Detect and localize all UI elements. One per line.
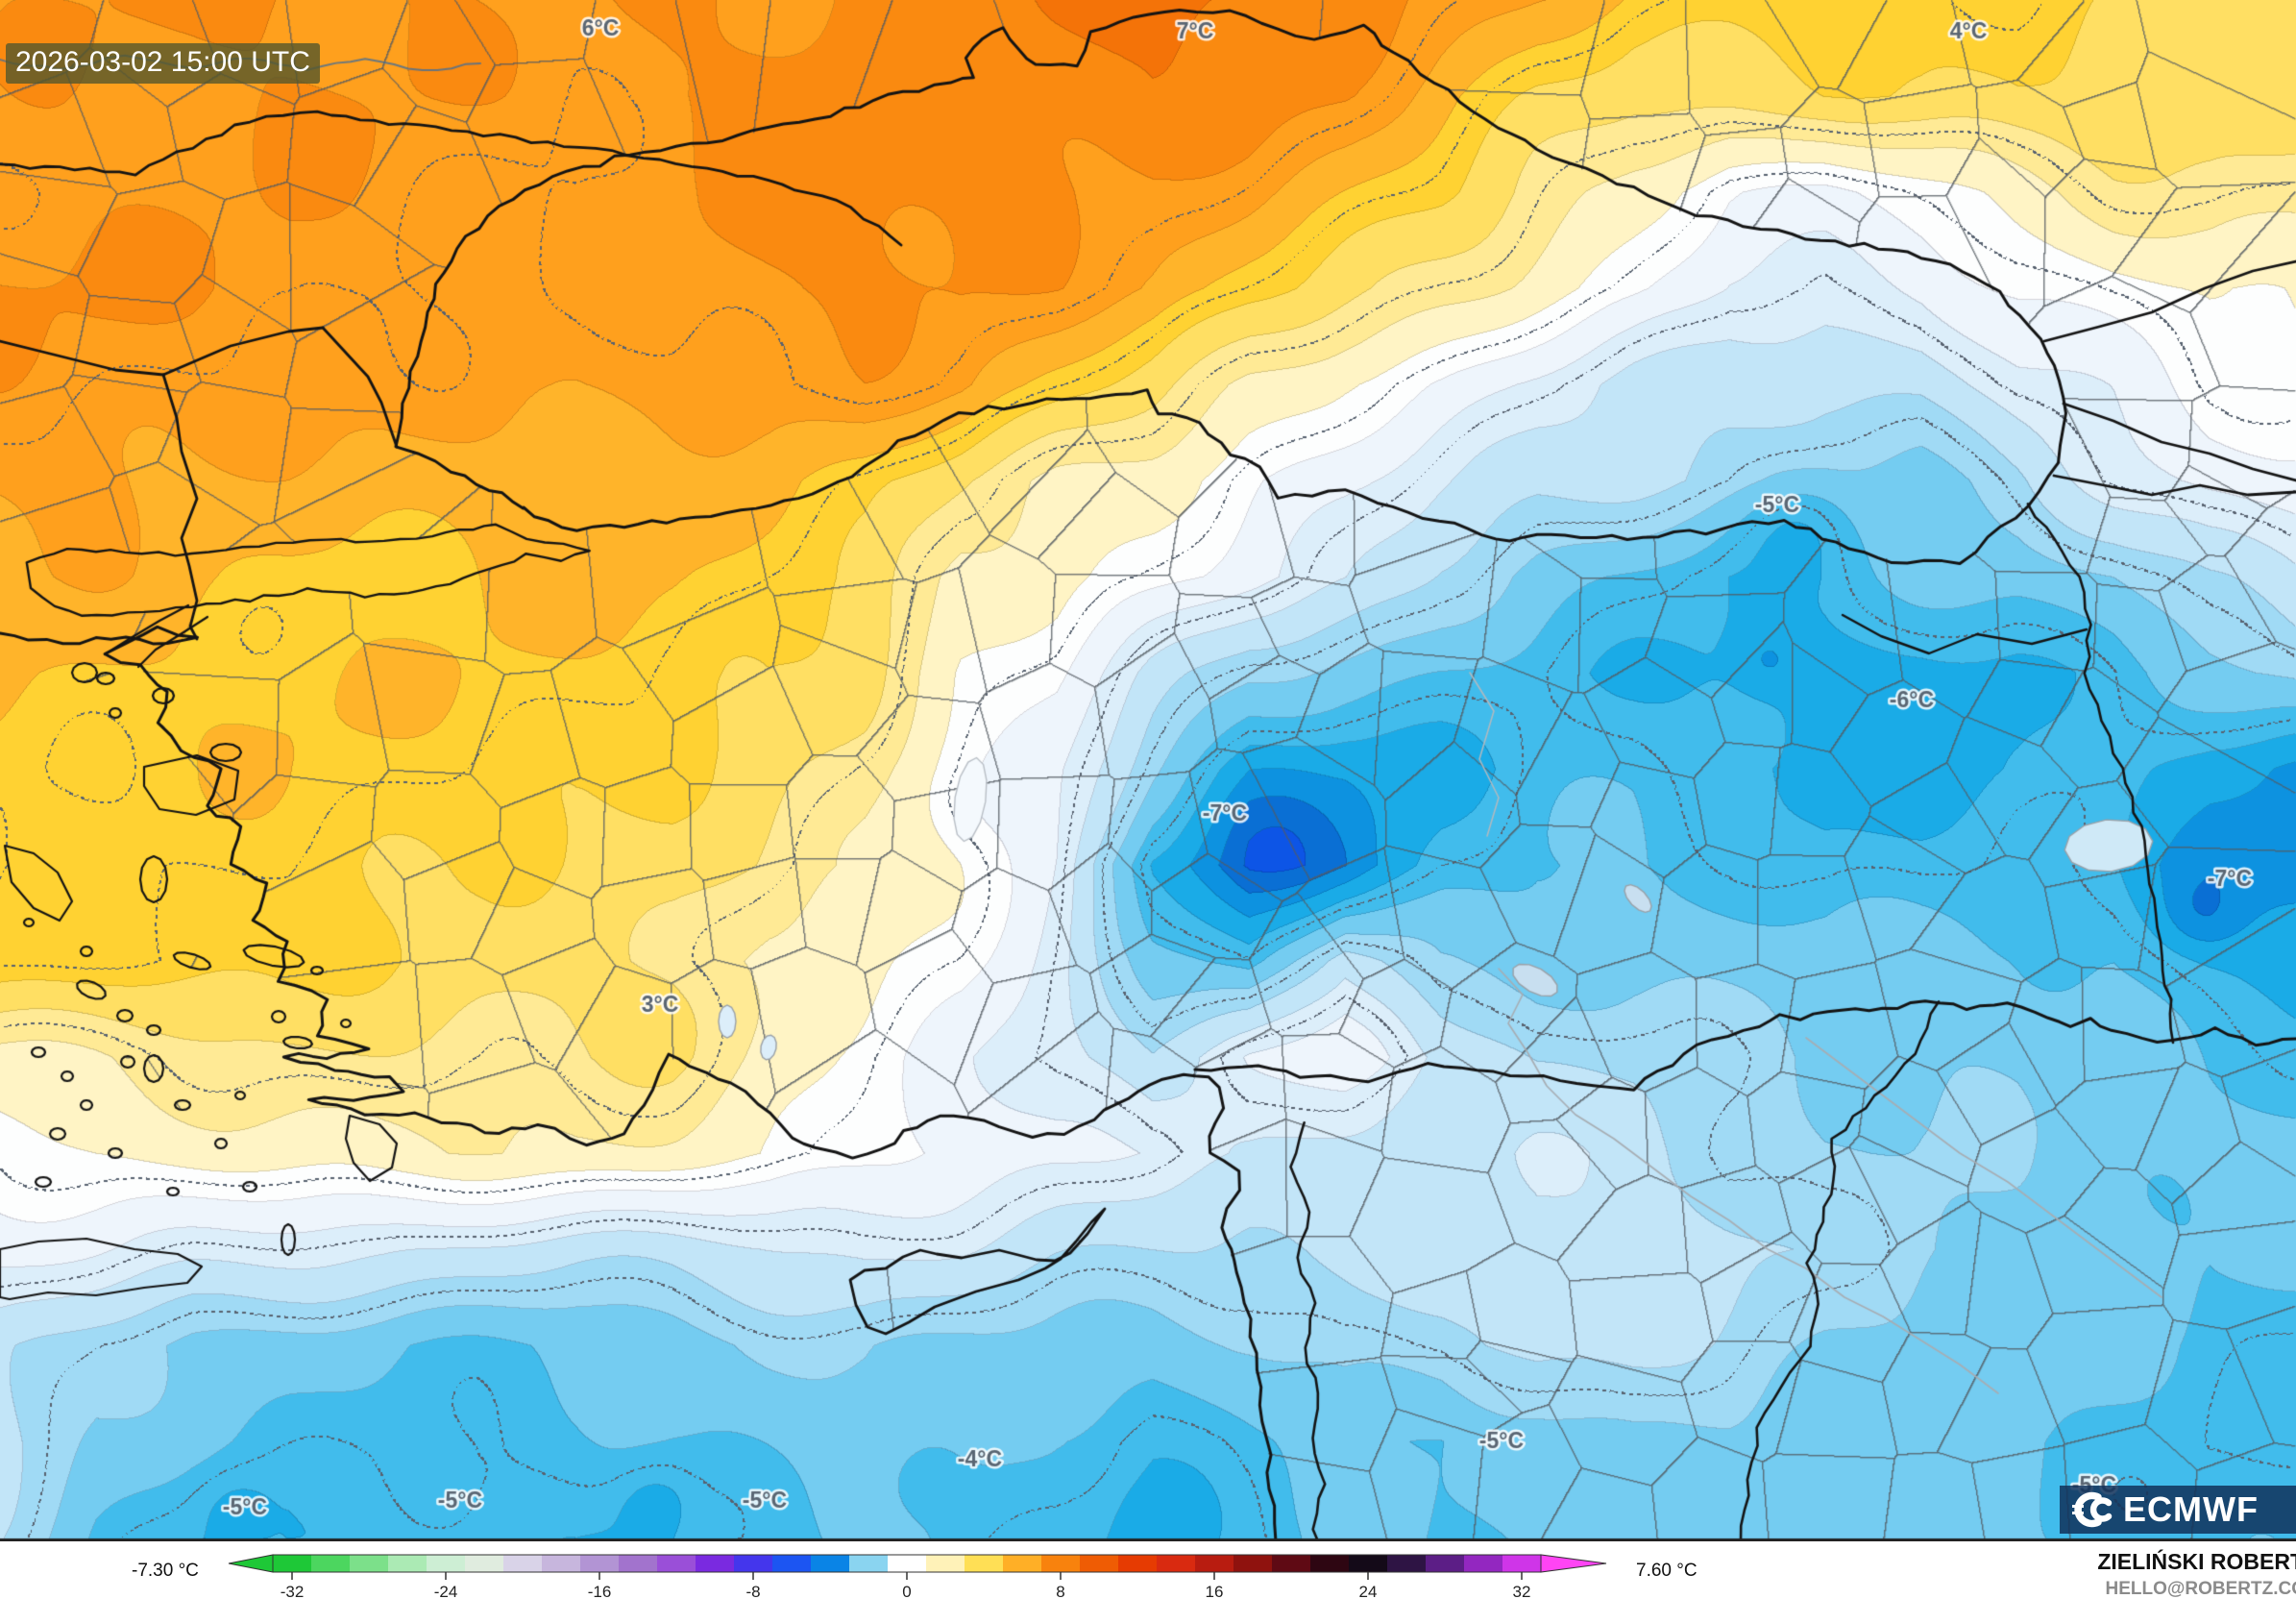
svg-text:0: 0 [902, 1583, 911, 1599]
svg-text:-32: -32 [281, 1583, 305, 1599]
svg-text:8: 8 [1056, 1583, 1064, 1599]
svg-text:-8: -8 [745, 1583, 760, 1599]
svg-text:16: 16 [1206, 1583, 1224, 1599]
svg-text:-24: -24 [434, 1583, 458, 1599]
svg-text:24: 24 [1359, 1583, 1378, 1599]
svg-text:32: 32 [1513, 1583, 1531, 1599]
svg-text:-16: -16 [588, 1583, 612, 1599]
